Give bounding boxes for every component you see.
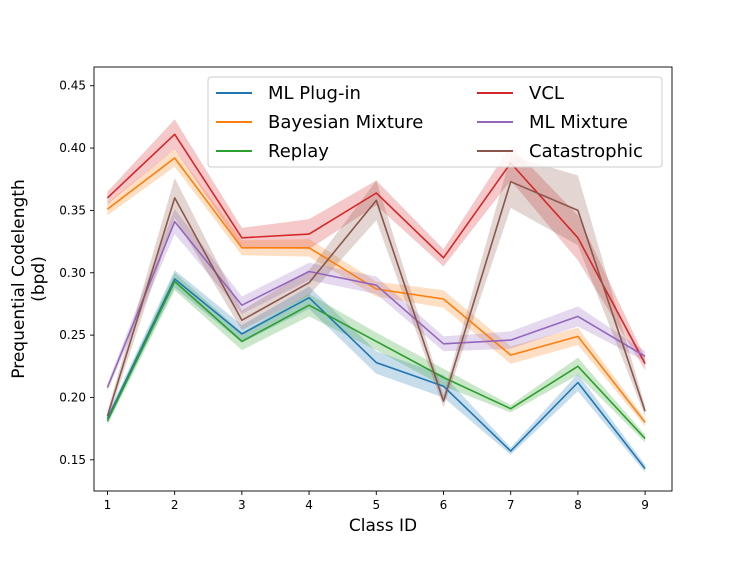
y-tick-label: 0.45 — [59, 79, 86, 93]
x-axis-ticks: 1 2 3 4 5 6 7 8 9 — [104, 491, 649, 512]
line-catastrophic — [106, 180, 646, 417]
band-ml-plug-in — [107, 270, 646, 473]
legend-box — [207, 76, 663, 168]
y-tick-label: 0.15 — [59, 453, 86, 467]
line-replay — [106, 280, 646, 440]
legend-label-ml-plug-in: ML Plug-in — [268, 83, 361, 104]
y-axis-title-line2: (bpd) — [29, 256, 49, 302]
y-tick-label: 0.20 — [59, 390, 86, 404]
line-bayesian-mixture — [106, 157, 646, 423]
x-tick-label: 9 — [641, 498, 649, 512]
series-lines — [106, 133, 646, 470]
legend-label-replay: Replay — [268, 141, 329, 162]
band-ml-mixture — [107, 209, 646, 392]
band-vcl — [107, 119, 646, 371]
line-vcl — [106, 133, 646, 365]
y-tick-label: 0.30 — [59, 266, 86, 280]
legend: ML Plug-in Bayesian Mixture Replay VCL ML Mi… — [207, 76, 663, 168]
x-tick-label: 3 — [238, 498, 246, 512]
legend-label-ml-mixture: ML Mixture — [529, 112, 628, 133]
x-tick-label: 7 — [507, 498, 515, 512]
confidence-bands — [107, 119, 646, 473]
x-tick-label: 2 — [171, 498, 179, 512]
y-tick-label: 0.40 — [59, 141, 86, 155]
line-ml-mixture — [106, 220, 646, 388]
plot-frame — [93, 66, 673, 492]
legend-label-catastrophic: Catastrophic — [529, 141, 643, 162]
x-tick-label: 8 — [574, 498, 582, 512]
y-axis-ticks: 0.15 0.20 0.25 0.30 0.35 0.40 0.45 — [59, 79, 94, 467]
line-ml-plug-in — [106, 278, 646, 470]
x-tick-label: 1 — [104, 498, 112, 512]
y-tick-label: 0.35 — [59, 203, 86, 217]
x-axis-title: Class ID — [349, 516, 417, 536]
y-tick-label: 0.25 — [59, 328, 86, 342]
legend-label-bayesian-mixture: Bayesian Mixture — [268, 112, 423, 133]
band-bayesian-mixture — [107, 149, 646, 427]
x-tick-label: 6 — [440, 498, 448, 512]
legend-label-vcl: VCL — [529, 83, 564, 104]
x-tick-label: 5 — [372, 498, 380, 512]
band-catastrophic — [107, 155, 646, 422]
y-axis-title-line1: Prequential Codelength — [9, 179, 29, 378]
x-tick-label: 4 — [305, 498, 313, 512]
